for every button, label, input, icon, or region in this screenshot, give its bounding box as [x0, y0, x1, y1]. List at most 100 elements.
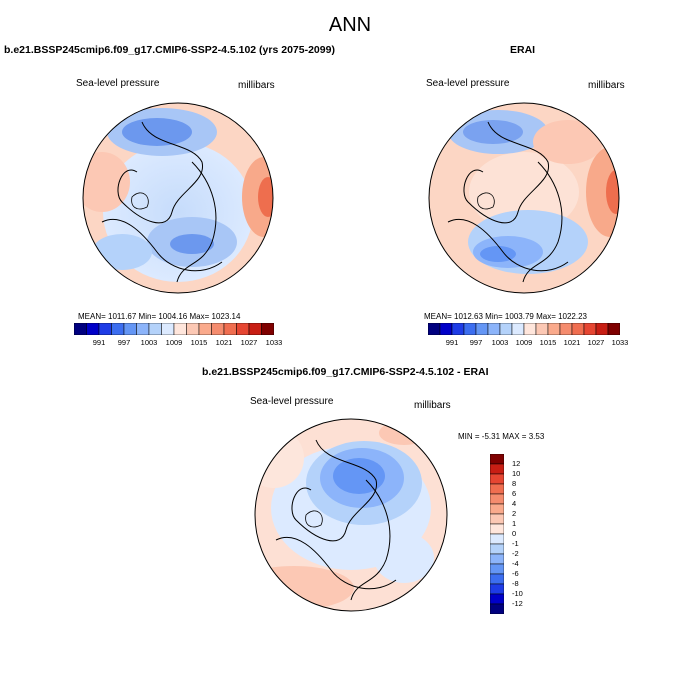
colorbar-tick-label: 1021: [563, 338, 581, 347]
panel1-variable-label: Sea-level pressure: [76, 78, 160, 89]
colorbar-tick-label: 0: [512, 529, 517, 538]
colorbar-swatch: [173, 323, 187, 335]
colorbar-swatch: [490, 523, 504, 535]
colorbar-swatch: [236, 323, 250, 335]
colorbar-swatch: [248, 323, 262, 335]
colorbar-swatch: [490, 563, 504, 575]
colorbar-tick-label: 1027: [240, 338, 258, 347]
colorbar-tick-label: -12: [512, 599, 523, 608]
colorbar-swatch: [607, 323, 620, 335]
colorbar-swatch: [186, 323, 200, 335]
colorbar-swatch: [439, 323, 453, 335]
colorbar-tick-label: 1021: [215, 338, 233, 347]
colorbar-swatch: [490, 463, 504, 475]
colorbar-swatch: [223, 323, 237, 335]
colorbar-tick-label: 991: [445, 338, 459, 347]
panel2-case-title: ERAI: [510, 44, 536, 56]
colorbar-swatch: [571, 323, 585, 335]
colorbar-swatch: [535, 323, 549, 335]
panel1-polar-map: [82, 102, 274, 294]
colorbar-swatch: [583, 323, 597, 335]
colorbar-swatch: [490, 533, 504, 545]
colorbar-tick-label: 1033: [265, 338, 283, 347]
colorbar-tick-label: 1009: [515, 338, 533, 347]
colorbar-swatch: [148, 323, 162, 335]
panel3-variable-label: Sea-level pressure: [250, 396, 334, 407]
colorbar-swatch: [490, 583, 504, 595]
colorbar-tick-label: 8: [512, 479, 517, 488]
colorbar-tick-label: 2: [512, 509, 517, 518]
colorbar-swatch: [523, 323, 537, 335]
panel1-units-label: millibars: [238, 80, 275, 91]
colorbar-swatch: [490, 513, 504, 525]
panel2-polar-map: [428, 102, 620, 294]
colorbar-tick-label: 1: [512, 519, 517, 528]
colorbar-swatch: [511, 323, 525, 335]
colorbar-tick-label: -8: [512, 579, 519, 588]
panel3-colorbar: [490, 454, 504, 614]
colorbar-tick-label: 991: [92, 338, 106, 347]
panel2-variable-label: Sea-level pressure: [426, 78, 510, 89]
colorbar-swatch: [198, 323, 212, 335]
colorbar-swatch: [136, 323, 150, 335]
colorbar-tick-label: 1003: [491, 338, 509, 347]
colorbar-swatch: [490, 483, 504, 495]
colorbar-swatch: [595, 323, 609, 335]
colorbar-swatch: [74, 323, 87, 335]
colorbar-tick-label: 997: [117, 338, 131, 347]
colorbar-tick-label: -1: [512, 539, 519, 548]
panel1-colorbar: [74, 323, 274, 335]
colorbar-swatch: [490, 593, 504, 605]
colorbar-swatch: [451, 323, 465, 335]
colorbar-tick-label: 1015: [190, 338, 208, 347]
panel3-colorbar-labels: 12 10 8 6 4 2 1 0 -1 -2 -4 -6 -8 -10 -12: [508, 454, 538, 614]
colorbar-swatch: [463, 323, 477, 335]
colorbar-swatch: [547, 323, 561, 335]
colorbar-tick-label: 1009: [165, 338, 183, 347]
colorbar-tick-label: 1027: [587, 338, 605, 347]
colorbar-swatch: [490, 503, 504, 515]
colorbar-swatch: [161, 323, 175, 335]
panel3-stats: MIN = -5.31 MAX = 3.53: [458, 432, 545, 441]
colorbar-tick-label: 12: [512, 459, 521, 468]
panel1-colorbar-labels: 991 997 1003 1009 1015 1021 1027 1033: [74, 338, 283, 350]
panel2-stats: MEAN= 1012.63 Min= 1003.79 Max= 1022.23: [424, 312, 587, 321]
panel2-colorbar-labels: 991 997 1003 1009 1015 1021 1027 1033: [428, 338, 629, 350]
colorbar-swatch: [490, 603, 504, 614]
panel2-colorbar: [428, 323, 620, 335]
colorbar-swatch: [475, 323, 489, 335]
colorbar-swatch: [490, 553, 504, 565]
colorbar-tick-label: -10: [512, 589, 523, 598]
colorbar-tick-label: 10: [512, 469, 521, 478]
colorbar-swatch: [211, 323, 225, 335]
colorbar-tick-label: 6: [512, 489, 517, 498]
colorbar-swatch: [123, 323, 137, 335]
panel1-stats: MEAN= 1011.67 Min= 1004.16 Max= 1023.14: [78, 312, 241, 321]
panel3-units-label: millibars: [414, 400, 451, 411]
panel3-case-title: b.e21.BSSP245cmip6.f09_g17.CMIP6-SSP2-4.…: [202, 366, 489, 378]
panel2-units-label: millibars: [588, 80, 625, 91]
colorbar-swatch: [111, 323, 125, 335]
figure-title: ANN: [328, 14, 372, 36]
colorbar-swatch: [490, 493, 504, 505]
colorbar-swatch: [487, 323, 501, 335]
colorbar-swatch: [428, 323, 441, 335]
colorbar-swatch: [490, 543, 504, 555]
colorbar-swatch: [559, 323, 573, 335]
panel3-polar-map: [254, 418, 448, 612]
colorbar-swatch: [490, 473, 504, 485]
colorbar-tick-label: -2: [512, 549, 519, 558]
colorbar-swatch: [490, 573, 504, 585]
colorbar-tick-label: 1015: [539, 338, 557, 347]
colorbar-tick-label: -4: [512, 559, 519, 568]
colorbar-swatch: [98, 323, 112, 335]
colorbar-tick-label: -6: [512, 569, 519, 578]
colorbar-tick-label: 1003: [140, 338, 158, 347]
colorbar-swatch: [261, 323, 274, 335]
colorbar-tick-label: 997: [469, 338, 483, 347]
colorbar-swatch: [86, 323, 100, 335]
colorbar-swatch: [499, 323, 513, 335]
panel1-case-title: b.e21.BSSP245cmip6.f09_g17.CMIP6-SSP2-4.…: [4, 44, 335, 56]
colorbar-tick-label: 4: [512, 499, 517, 508]
colorbar-swatch: [490, 454, 504, 465]
